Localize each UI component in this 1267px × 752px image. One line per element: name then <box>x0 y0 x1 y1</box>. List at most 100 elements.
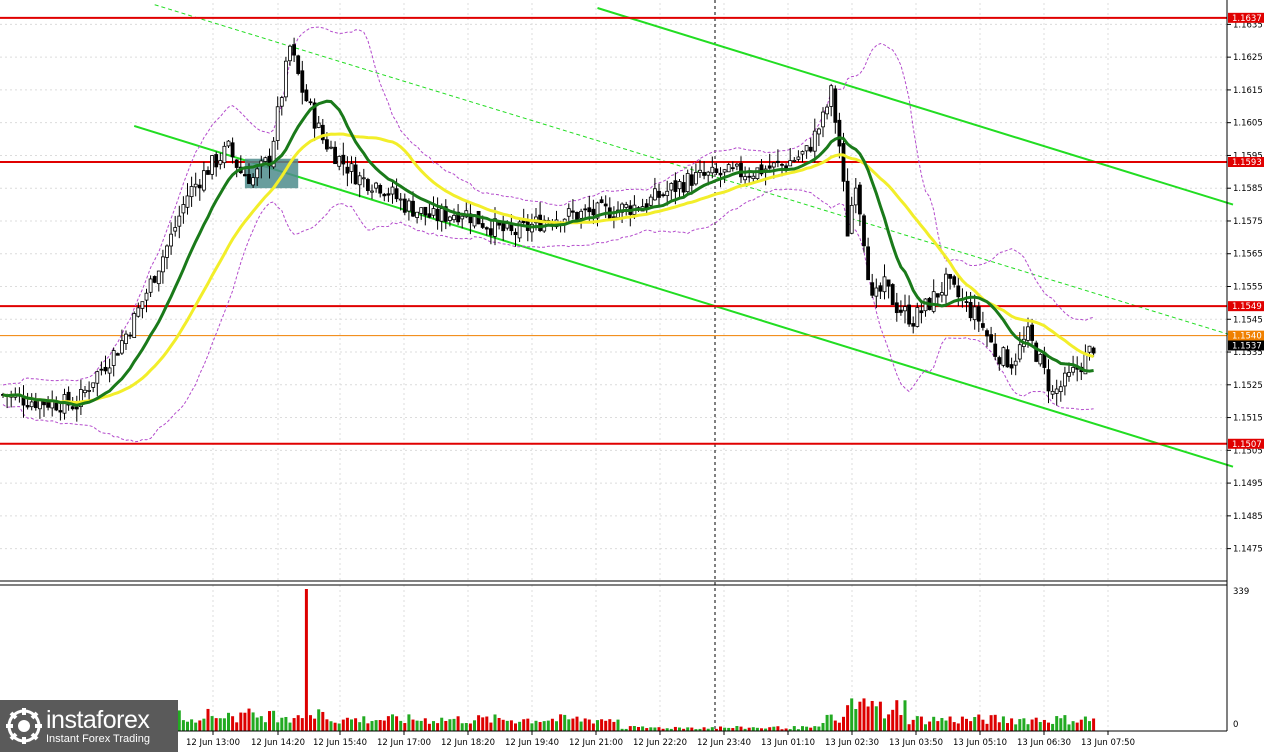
level-badge-bg <box>1228 301 1264 312</box>
candle-body <box>661 194 665 197</box>
candle-body <box>431 208 436 216</box>
candle-body <box>620 203 624 213</box>
candle-body <box>79 389 83 408</box>
volume-bar <box>522 719 526 731</box>
price-tick-label: 1.1535 <box>1233 348 1263 358</box>
volume-bar <box>391 714 394 731</box>
candle-body <box>443 206 448 222</box>
volume-bar <box>489 722 493 731</box>
candle-body <box>1046 369 1051 392</box>
volume-bar <box>497 717 501 731</box>
volume-bar <box>354 718 358 731</box>
candle-body <box>833 88 838 123</box>
volume-bar <box>596 720 599 731</box>
candle-body <box>304 89 309 102</box>
candle-body <box>1071 367 1075 373</box>
volume-bar <box>440 717 444 731</box>
volume-bar <box>534 720 538 731</box>
volume-bar <box>645 728 649 731</box>
volume-bar <box>878 701 882 731</box>
candle-body <box>722 169 727 173</box>
candle-body <box>275 106 280 141</box>
volume-bar <box>936 721 940 731</box>
volume-bar <box>493 714 497 731</box>
volume-bar <box>1042 719 1046 731</box>
candle-body <box>288 45 292 62</box>
volume-bar <box>386 716 390 731</box>
candle-body <box>95 371 100 384</box>
volume-bar <box>259 716 263 731</box>
volume-bar <box>801 726 804 731</box>
candle-body <box>599 199 604 203</box>
volume-bar <box>665 728 669 731</box>
candle-body <box>1050 390 1055 395</box>
price-tick-label: 1.1485 <box>1233 512 1263 522</box>
volume-bar <box>842 716 845 731</box>
volume-bar <box>550 718 554 731</box>
volume-bar <box>747 727 751 731</box>
volume-bar <box>874 706 878 731</box>
ma-fast <box>2 99 1094 407</box>
candle-body <box>726 164 731 173</box>
volume-bar <box>177 710 181 731</box>
candle-body <box>66 391 71 406</box>
volume-bar <box>604 720 608 731</box>
candle-body <box>234 159 239 168</box>
volume-bar <box>899 715 903 731</box>
volume-bar <box>579 721 583 731</box>
volume-bar <box>944 720 948 731</box>
candle-body <box>279 97 284 107</box>
volume-bar <box>222 718 226 731</box>
candle-body <box>907 304 911 325</box>
candle-body <box>669 183 674 191</box>
channel-line-thin <box>154 4 1234 337</box>
volume-bar <box>227 712 230 731</box>
logo-tagline: Instant Forex Trading <box>46 733 150 745</box>
candle-body <box>427 213 432 218</box>
volume-bar <box>919 716 923 731</box>
candle-body <box>771 162 776 168</box>
price-tick-label: 1.1595 <box>1233 151 1263 161</box>
candle-body <box>402 198 407 213</box>
candle-body <box>985 330 989 337</box>
candle-body <box>743 176 747 181</box>
candle-body <box>337 155 342 167</box>
volume-bar <box>296 715 300 731</box>
candle-body <box>480 223 485 228</box>
candle-body <box>919 310 924 314</box>
candle-body <box>210 155 215 175</box>
volume-bar <box>952 722 956 731</box>
candle-body <box>423 206 428 216</box>
volume-bar <box>883 718 886 731</box>
volume-bar <box>378 720 382 731</box>
volume-bar <box>1001 716 1005 731</box>
candle-body <box>653 188 657 201</box>
volume-bar <box>276 722 280 731</box>
time-tick-label: 12 Jun 13:00 <box>186 738 240 748</box>
volume-bar <box>309 715 312 731</box>
volume-bar <box>395 716 399 731</box>
volume-bar <box>583 718 587 731</box>
volume-bar <box>989 715 993 731</box>
price-tick-label: 1.1555 <box>1233 283 1263 293</box>
candle-body <box>308 101 313 104</box>
candle-body <box>903 306 907 312</box>
moving-averages <box>2 99 1095 407</box>
candle-body <box>714 168 719 174</box>
candle-body <box>152 276 157 283</box>
volume-bar <box>821 722 825 731</box>
volume-bar <box>411 719 415 731</box>
candle-body <box>197 184 202 189</box>
candle-body <box>140 301 145 309</box>
current-price-badge-bg <box>1228 330 1264 341</box>
volume-bar <box>809 727 813 731</box>
volume-bar <box>571 718 575 731</box>
candle-body <box>132 313 137 338</box>
volume-bar <box>698 728 702 731</box>
candle-body <box>247 173 251 184</box>
volume-bar <box>637 726 640 731</box>
volume-bar <box>764 728 768 731</box>
candle-body <box>357 175 362 186</box>
time-axis: 12 Jun 13:00 12 Jun 14:20 12 Jun 15:40 12 J… <box>178 731 1227 752</box>
candle-body <box>333 146 338 165</box>
